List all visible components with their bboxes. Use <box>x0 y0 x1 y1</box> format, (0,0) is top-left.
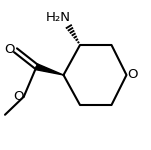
Text: O: O <box>4 43 15 56</box>
Text: O: O <box>127 69 138 81</box>
Text: H₂N: H₂N <box>46 11 71 24</box>
Text: O: O <box>13 90 23 102</box>
Polygon shape <box>36 64 64 75</box>
